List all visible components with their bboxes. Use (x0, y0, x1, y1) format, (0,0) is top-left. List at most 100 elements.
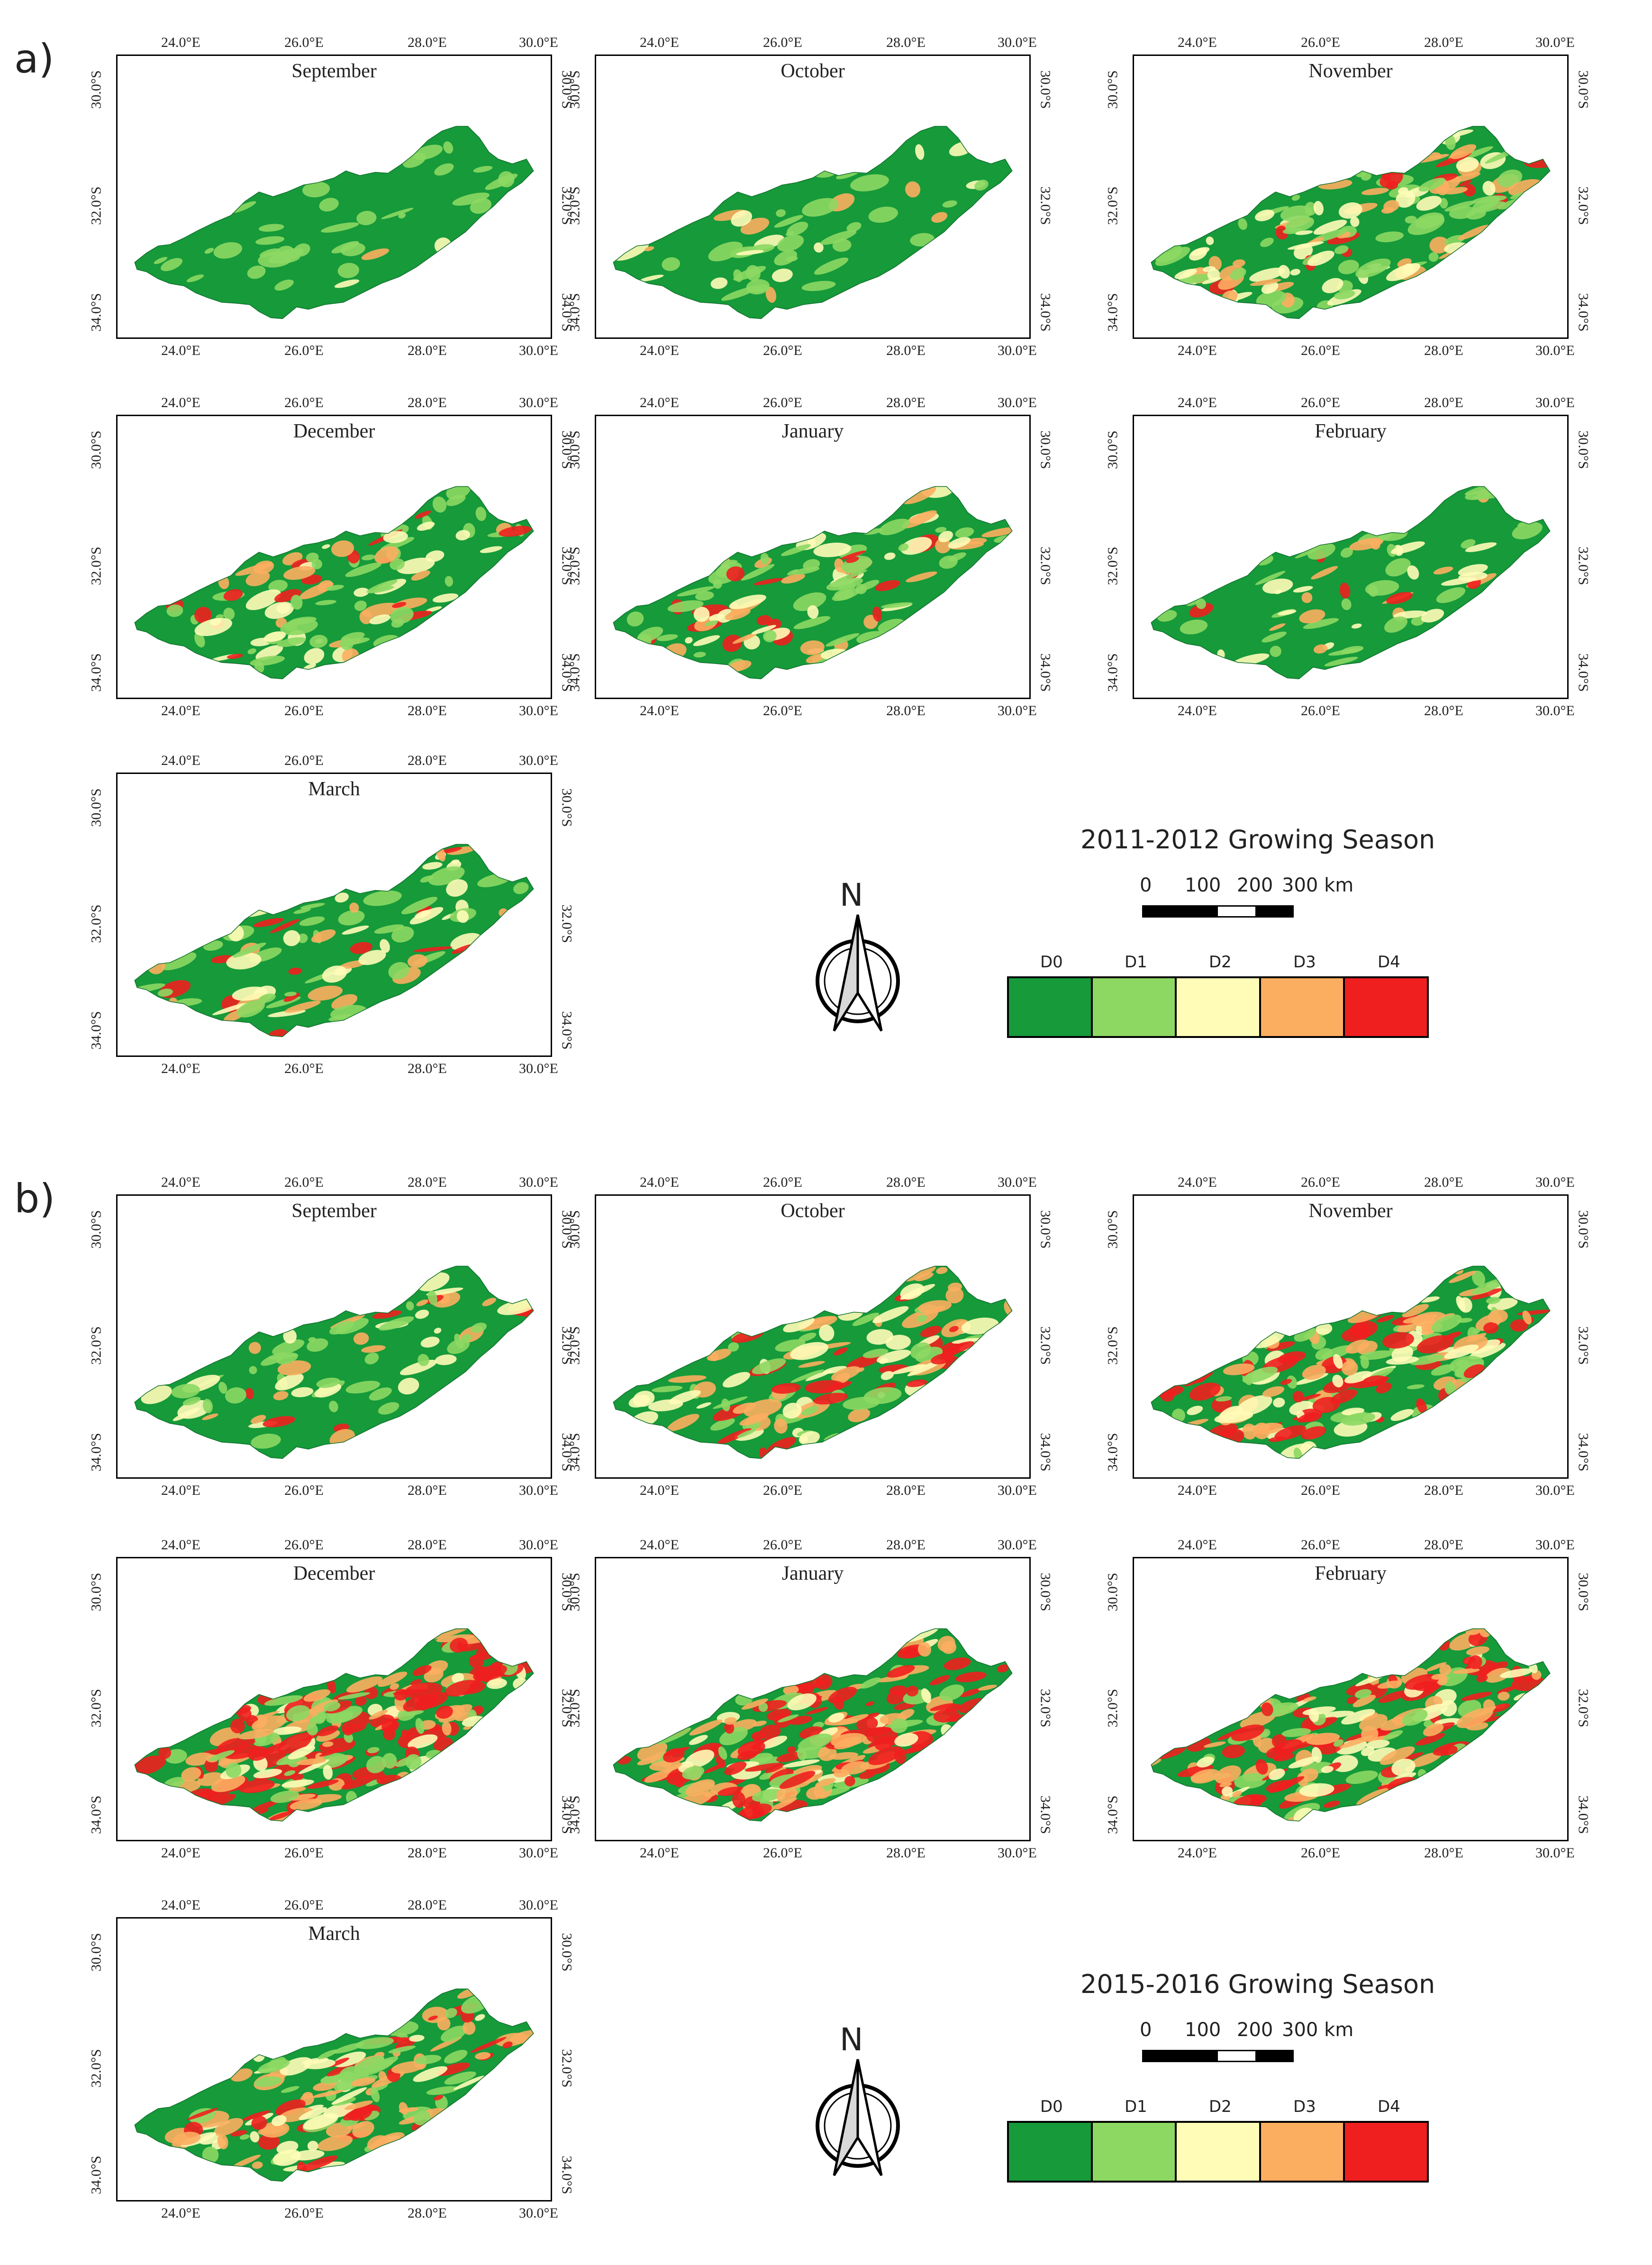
drought-patch (1416, 1398, 1427, 1414)
drought-patch (299, 2107, 327, 2120)
drought-patch (306, 1779, 339, 1789)
drought-patch (729, 594, 766, 609)
drought-patch (1393, 610, 1427, 619)
lon-tick-top: 28.0°E (1424, 1174, 1463, 1190)
drought-patch (486, 1678, 507, 1689)
drought-map (134, 126, 534, 319)
drought-patch (935, 538, 951, 554)
drought-patch (381, 208, 414, 219)
drought-patch (322, 1741, 334, 1747)
region-base-d0 (1151, 486, 1550, 679)
drought-patch (1456, 1708, 1493, 1728)
drought-patch (826, 633, 860, 647)
drought-patch (358, 950, 386, 965)
drought-patch (1439, 198, 1448, 209)
drought-patch (1328, 648, 1362, 656)
drought-patch (436, 1634, 475, 1643)
drought-patch (844, 1776, 855, 1787)
drought-patch (434, 163, 454, 176)
drought-patch (420, 1337, 440, 1348)
drought-patch (708, 613, 725, 621)
drought-patch (802, 198, 839, 217)
lat-tick-left: 30.0°S (88, 1933, 104, 1972)
drought-patch (463, 2021, 476, 2035)
map-panel-september: September (116, 1194, 552, 1479)
region-outline (1151, 486, 1551, 680)
drought-patch (447, 846, 476, 855)
drought-patch (1498, 169, 1523, 188)
drought-patch (907, 1379, 927, 1387)
drought-patch (1341, 1709, 1375, 1725)
drought-patch (1456, 1296, 1466, 1311)
drought-patch (390, 1683, 399, 1690)
drought-patch (1236, 1395, 1272, 1416)
drought-patch (1242, 1366, 1278, 1383)
drought-patch (722, 635, 743, 652)
drought-patch (1191, 247, 1210, 256)
drought-patch (415, 510, 431, 519)
drought-patch (345, 563, 382, 577)
drought-patch (509, 2029, 534, 2044)
drought-map (134, 844, 534, 1037)
drought-patch (355, 1696, 367, 1706)
drought-patch (281, 1779, 314, 1788)
drought-patch (637, 1755, 662, 1765)
drought-patch (335, 892, 349, 903)
drought-patch (343, 2104, 376, 2120)
drought-map (1151, 486, 1551, 680)
drought-patch (353, 1332, 369, 1345)
drought-patch (410, 1679, 422, 1685)
lon-tick-top: 26.0°E (284, 1174, 324, 1190)
drought-patch (406, 1301, 414, 1310)
lon-tick-bottom: 24.0°E (640, 703, 679, 719)
drought-patch (273, 1391, 289, 1401)
drought-patch (447, 1338, 470, 1354)
lat-tick-right: 32.0°S (1037, 1326, 1053, 1365)
lon-tick-bottom: 26.0°E (284, 343, 324, 358)
scale-label: 100 (1185, 874, 1221, 896)
drought-patch (1232, 1791, 1242, 1798)
lon-tick-bottom: 28.0°E (886, 1845, 926, 1861)
drought-patch (275, 2099, 306, 2116)
drought-patch (1385, 558, 1411, 577)
lon-tick-top: 30.0°E (519, 35, 558, 50)
drought-patch (274, 589, 301, 602)
drought-patch (1300, 1393, 1321, 1401)
lon-tick-top: 30.0°E (998, 1174, 1037, 1190)
drought-patch (1522, 1310, 1532, 1325)
drought-patch (905, 181, 921, 198)
drought-patch (774, 215, 803, 228)
drought-patch (806, 1707, 828, 1715)
drought-patch (1323, 1801, 1341, 1808)
drought-patch (1202, 266, 1216, 272)
drought-patch (1249, 267, 1285, 282)
drought-patch (499, 526, 532, 537)
drought-patch (248, 1746, 268, 1761)
lon-tick-top: 24.0°E (1178, 395, 1217, 410)
lon-tick-bottom: 26.0°E (284, 703, 324, 719)
drought-patch (763, 630, 777, 642)
drought-patch (1488, 1310, 1508, 1324)
drought-patch (258, 2134, 280, 2150)
drought-patch (782, 1759, 820, 1768)
legend-class-label: D0 (1040, 2097, 1063, 2116)
month-title: January (781, 420, 844, 442)
region-outline (134, 486, 534, 680)
drought-patch (1418, 178, 1445, 192)
drought-patch (426, 2086, 459, 2095)
drought-patch (1465, 1628, 1482, 1635)
drought-patch (427, 1290, 437, 1305)
drought-patch (765, 287, 777, 303)
lat-tick-left: 32.0°S (1105, 186, 1121, 225)
drought-patch (401, 897, 438, 915)
drought-patch (774, 1419, 788, 1434)
drought-patch (194, 618, 232, 637)
month-title: March (308, 1923, 360, 1945)
drought-patch (250, 1800, 279, 1812)
drought-patch (363, 890, 402, 906)
drought-patch (1293, 586, 1313, 593)
drought-patch (1301, 1426, 1326, 1440)
drought-patch (260, 2121, 290, 2138)
drought-patch (1383, 1730, 1403, 1740)
drought-patch (1355, 258, 1391, 278)
